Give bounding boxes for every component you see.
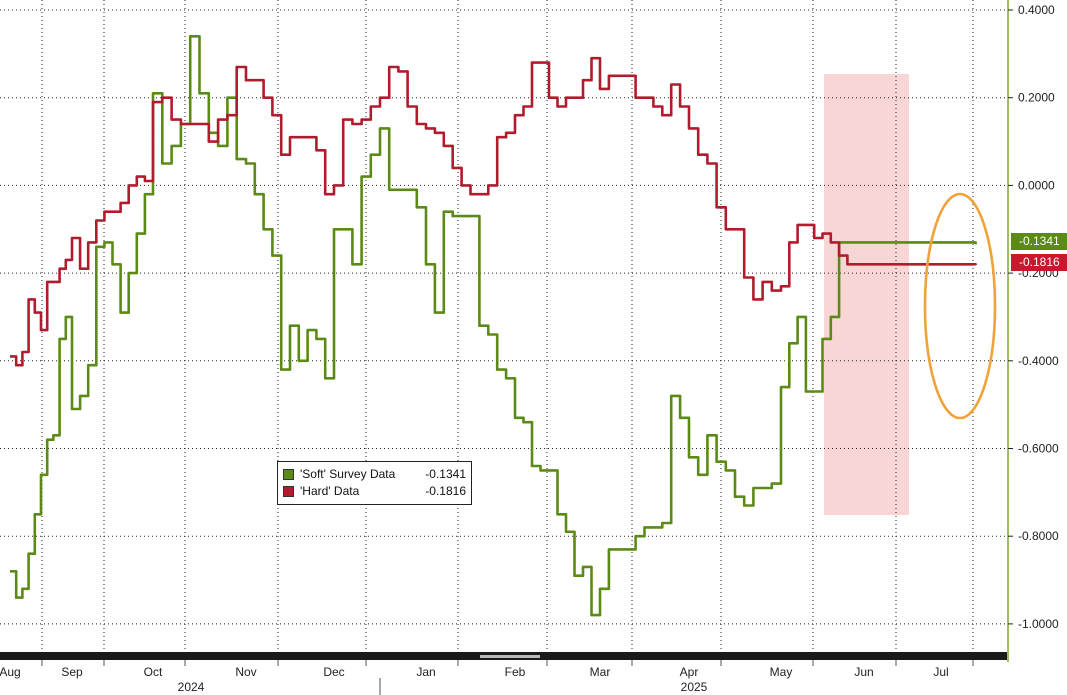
y-tick-label: 0.4000 bbox=[1018, 3, 1055, 17]
legend-value-soft: -0.1341 bbox=[425, 467, 466, 481]
grid-layer bbox=[0, 0, 1007, 652]
y-tick-label: 0.2000 bbox=[1018, 91, 1055, 105]
legend-label-hard: 'Hard' Data bbox=[300, 484, 360, 498]
y-tick-label: -0.4000 bbox=[1018, 354, 1059, 368]
month-label: Feb bbox=[505, 665, 526, 679]
month-label: Jul bbox=[933, 665, 948, 679]
year-label-2025: 2025 bbox=[681, 680, 708, 694]
y-tick-label: -0.6000 bbox=[1018, 442, 1059, 456]
legend-value-hard: -0.1816 bbox=[425, 484, 466, 498]
month-label: Sep bbox=[61, 665, 83, 679]
y-tick-label: -0.8000 bbox=[1018, 529, 1059, 543]
annotation-layer bbox=[923, 192, 997, 420]
legend-swatch-hard bbox=[283, 485, 294, 497]
month-label: May bbox=[770, 665, 793, 679]
series-layer bbox=[10, 35, 977, 617]
month-label: Nov bbox=[235, 665, 256, 679]
end-tag-soft: -0.1341 bbox=[1011, 233, 1067, 250]
legend-entry-hard: 'Hard' Data -0.1816 bbox=[283, 483, 466, 499]
scroll-indicator bbox=[480, 655, 540, 658]
month-label: Jun bbox=[854, 665, 873, 679]
month-label: Jan bbox=[416, 665, 435, 679]
legend-swatch-soft bbox=[283, 468, 294, 480]
legend-label-soft: 'Soft' Survey Data bbox=[300, 467, 396, 481]
month-label: Dec bbox=[323, 665, 344, 679]
month-label: Mar bbox=[590, 665, 611, 679]
y-tick-label: 0.0000 bbox=[1018, 178, 1055, 192]
legend-entry-soft: 'Soft' Survey Data -0.1341 bbox=[283, 466, 466, 482]
month-label: Aug bbox=[0, 665, 21, 679]
highlight-ellipse bbox=[923, 192, 997, 420]
y-tick-label: -1.0000 bbox=[1018, 617, 1059, 631]
chart-legend: 'Soft' Survey Data -0.1341 'Hard' Data -… bbox=[277, 461, 472, 505]
month-label: Oct bbox=[144, 665, 163, 679]
series-line-soft bbox=[10, 35, 977, 617]
end-tag-hard: -0.1816 bbox=[1011, 254, 1067, 271]
year-label-2024: 2024 bbox=[178, 680, 205, 694]
series-line-hard bbox=[10, 56, 977, 367]
month-label: Apr bbox=[680, 665, 699, 679]
